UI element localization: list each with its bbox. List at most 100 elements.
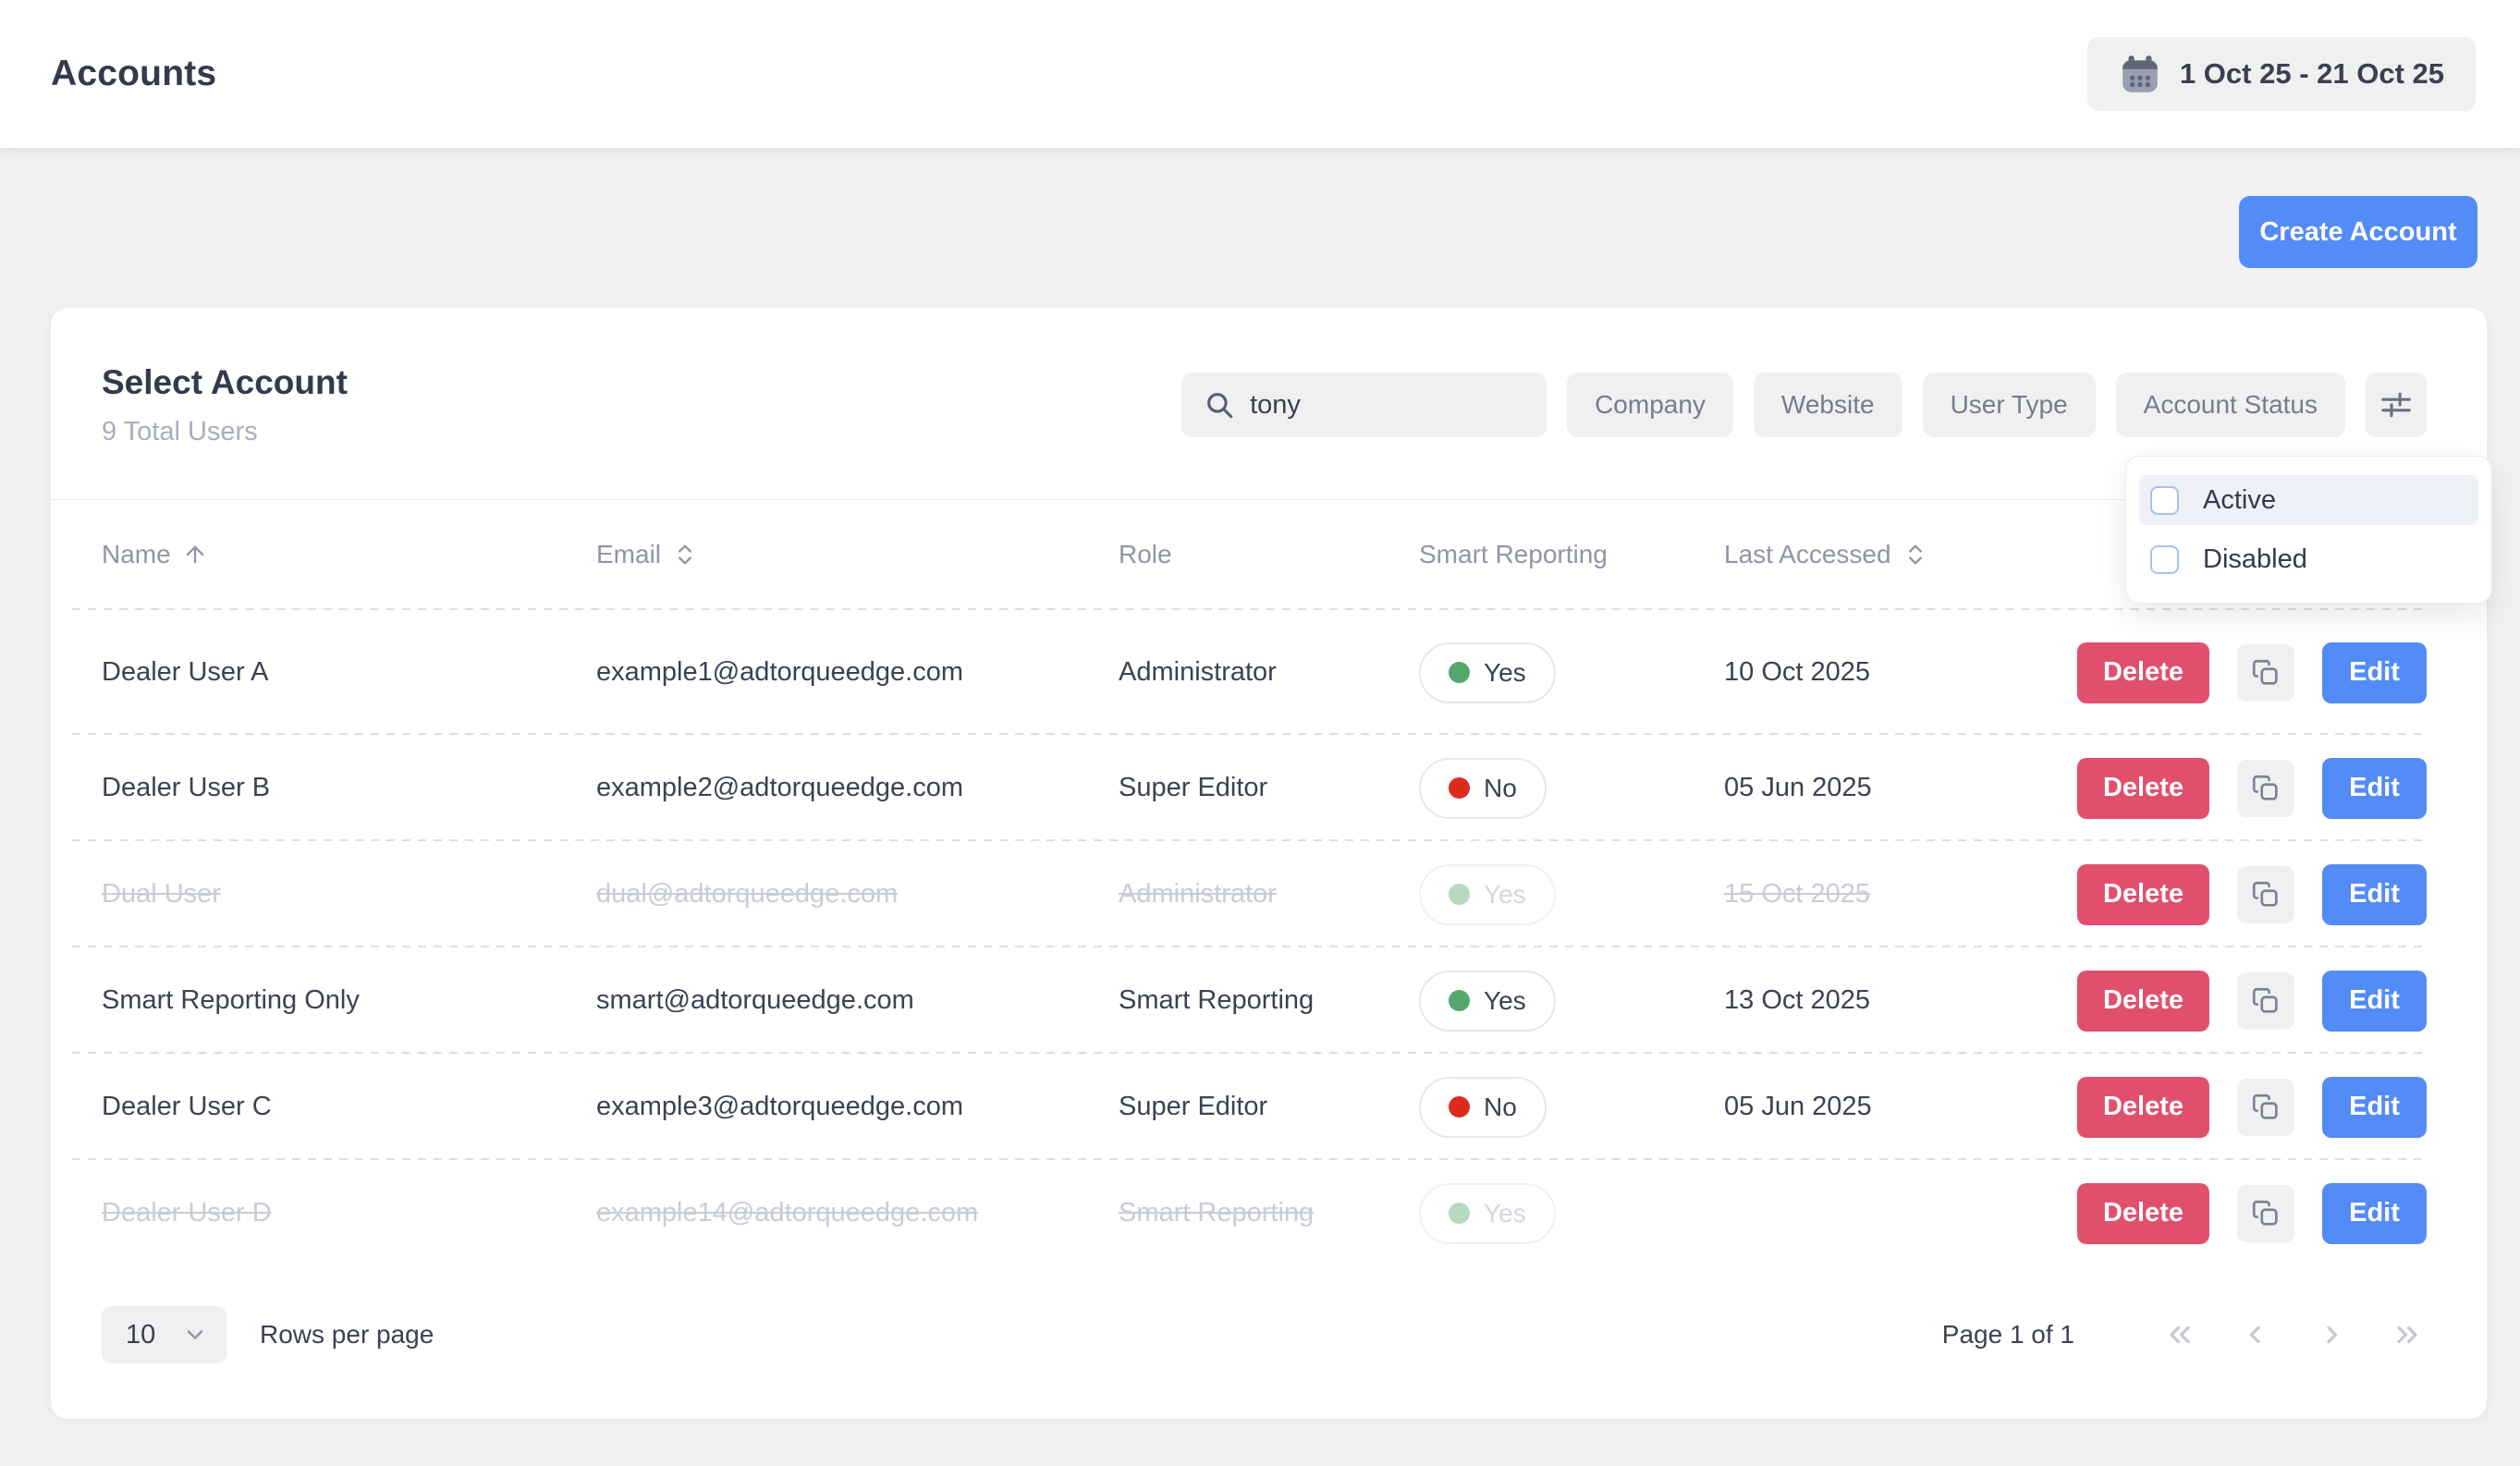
cell-name: Dealer User D — [102, 1198, 596, 1228]
copy-button[interactable] — [2237, 644, 2294, 702]
filter-website-button[interactable]: Website — [1754, 373, 1902, 437]
cell-smart-reporting: Yes — [1419, 1183, 1724, 1244]
cell-role: Administrator — [1119, 879, 1419, 910]
status-dot — [1449, 990, 1470, 1011]
active-option-label: Active — [2203, 485, 2276, 516]
cell-last-accessed: 05 Jun 2025 — [1724, 1092, 2075, 1122]
search-box[interactable] — [1181, 373, 1547, 437]
table-row: Dealer User C example3@adtorqueedge.com … — [51, 1054, 2487, 1160]
delete-button[interactable]: Delete — [2077, 1183, 2209, 1244]
dropdown-option-disabled[interactable]: Disabled — [2139, 534, 2478, 584]
cell-actions: Delete Edit — [2075, 642, 2427, 703]
column-header-name[interactable]: Name — [102, 540, 596, 569]
table-footer: 10 Rows per page Page 1 of 1 — [51, 1306, 2487, 1363]
table-row: Dealer User A example1@adtorqueedge.com … — [51, 610, 2487, 735]
column-header-role: Role — [1119, 540, 1419, 569]
status-dot — [1449, 1203, 1470, 1224]
copy-icon — [2250, 657, 2281, 689]
chevron-down-icon — [182, 1322, 208, 1348]
status-dot — [1449, 884, 1470, 905]
cell-smart-reporting: Yes — [1419, 864, 1724, 925]
cell-last-accessed: 10 Oct 2025 — [1724, 657, 2075, 688]
filter-settings-button[interactable] — [2366, 373, 2427, 437]
copy-icon — [2250, 1092, 2281, 1123]
copy-button[interactable] — [2237, 1079, 2294, 1136]
table-row: Dealer User B example2@adtorqueedge.com … — [51, 735, 2487, 841]
cell-name: Smart Reporting Only — [102, 985, 596, 1016]
cell-role: Super Editor — [1119, 1092, 1419, 1122]
table-header: Name Email Role Smart Report — [51, 499, 2487, 610]
search-input[interactable] — [1250, 390, 1527, 421]
filter-account-status-button[interactable]: Account Status — [2116, 373, 2345, 437]
edit-button[interactable]: Edit — [2322, 864, 2427, 925]
edit-button[interactable]: Edit — [2322, 642, 2427, 703]
filter-user-type-button[interactable]: User Type — [1923, 373, 2096, 437]
account-status-dropdown: Active Disabled — [2125, 456, 2492, 604]
cell-actions: Delete Edit — [2075, 1077, 2427, 1138]
edit-button[interactable]: Edit — [2322, 971, 2427, 1032]
cell-actions: Delete Edit — [2075, 971, 2427, 1032]
edit-button[interactable]: Edit — [2322, 758, 2427, 819]
search-icon — [1204, 389, 1235, 421]
delete-button[interactable]: Delete — [2077, 642, 2209, 703]
chevron-right-icon — [2315, 1318, 2348, 1351]
copy-button[interactable] — [2237, 972, 2294, 1030]
rows-per-page-control: 10 Rows per page — [102, 1306, 434, 1363]
dropdown-option-active[interactable]: Active — [2139, 475, 2478, 525]
filter-toolbar: Company Website User Type Account Status — [1181, 373, 2427, 437]
delete-button[interactable]: Delete — [2077, 758, 2209, 819]
copy-icon — [2250, 773, 2281, 804]
cell-email: example2@adtorqueedge.com — [596, 773, 1119, 803]
copy-button[interactable] — [2237, 866, 2294, 923]
copy-icon — [2250, 879, 2281, 910]
chevrons-up-down-icon — [672, 542, 698, 568]
card-header: Select Account 9 Total Users — [102, 363, 348, 447]
create-account-button[interactable]: Create Account — [2239, 196, 2477, 268]
delete-button[interactable]: Delete — [2077, 1077, 2209, 1138]
active-checkbox[interactable] — [2150, 486, 2179, 515]
previous-page-button[interactable] — [2239, 1318, 2272, 1351]
cell-actions: Delete Edit — [2075, 758, 2427, 819]
status-dot — [1449, 777, 1470, 799]
cell-email: dual@adtorqueedge.com — [596, 879, 1119, 910]
column-header-email[interactable]: Email — [596, 540, 1119, 569]
column-header-last-accessed[interactable]: Last Accessed — [1724, 540, 2075, 569]
smart-reporting-badge: Yes — [1419, 971, 1556, 1032]
edit-button[interactable]: Edit — [2322, 1183, 2427, 1244]
cell-last-accessed: 15 Oct 2025 — [1724, 879, 2075, 910]
rows-per-page-select[interactable]: 10 — [102, 1306, 226, 1363]
copy-icon — [2250, 985, 2281, 1017]
table-body: Dealer User A example1@adtorqueedge.com … — [51, 610, 2487, 1266]
card-title: Select Account — [102, 363, 348, 402]
cell-email: example1@adtorqueedge.com — [596, 657, 1119, 688]
calendar-icon — [2119, 53, 2161, 95]
cell-name: Dealer User B — [102, 773, 596, 803]
disabled-option-label: Disabled — [2203, 544, 2307, 575]
status-dot — [1449, 1096, 1470, 1118]
edit-button[interactable]: Edit — [2322, 1077, 2427, 1138]
status-dot — [1449, 662, 1470, 683]
first-page-button[interactable] — [2163, 1318, 2196, 1351]
delete-button[interactable]: Delete — [2077, 971, 2209, 1032]
last-page-button[interactable] — [2391, 1318, 2424, 1351]
cell-email: example3@adtorqueedge.com — [596, 1092, 1119, 1122]
arrow-up-icon — [182, 542, 208, 568]
filter-company-button[interactable]: Company — [1567, 373, 1733, 437]
accounts-page: Accounts 1 Oct 25 - 21 Oct 25 Create Acc… — [0, 0, 2520, 1466]
smart-reporting-badge: Yes — [1419, 864, 1556, 925]
cell-actions: Delete Edit — [2075, 1183, 2427, 1244]
copy-button[interactable] — [2237, 760, 2294, 817]
cell-smart-reporting: No — [1419, 1077, 1724, 1138]
select-account-card: Select Account 9 Total Users Company Web… — [51, 308, 2487, 1419]
date-range-label: 1 Oct 25 - 21 Oct 25 — [2180, 57, 2444, 91]
next-page-button[interactable] — [2315, 1318, 2348, 1351]
copy-button[interactable] — [2237, 1185, 2294, 1242]
cell-name: Dual User — [102, 879, 596, 910]
cell-smart-reporting: Yes — [1419, 642, 1724, 703]
cell-name: Dealer User C — [102, 1092, 596, 1122]
disabled-checkbox[interactable] — [2150, 545, 2179, 574]
total-users-count: 9 Total Users — [102, 417, 348, 447]
date-range-picker[interactable]: 1 Oct 25 - 21 Oct 25 — [2087, 37, 2476, 111]
delete-button[interactable]: Delete — [2077, 864, 2209, 925]
smart-reporting-badge: Yes — [1419, 1183, 1556, 1244]
